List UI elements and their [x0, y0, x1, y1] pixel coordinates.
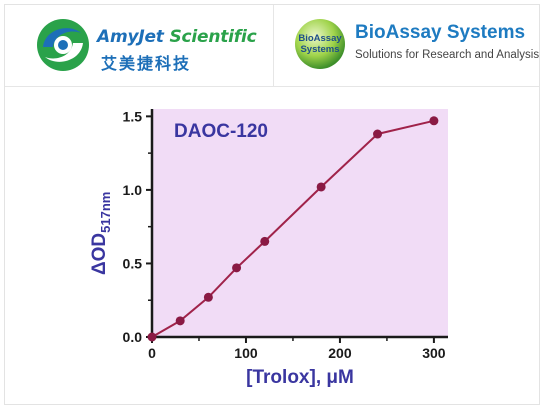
- data-point-4[interactable]: [260, 236, 270, 246]
- chart-area: 0 100 200 300 0.0 0.5 1.0 1.5 DAOC-120 [Trolox], …: [5, 87, 541, 405]
- y-axis-label: ΔOD517nm: [89, 192, 113, 275]
- x-tick-label-100: 100: [234, 345, 258, 361]
- y-tick-label-1: 0.5: [123, 255, 143, 271]
- data-point-6[interactable]: [373, 129, 383, 139]
- chart-annotation: DAOC-120: [174, 121, 268, 142]
- y-tick-label-2: 1.0: [123, 182, 143, 198]
- y-tick-label-3: 1.5: [123, 108, 143, 124]
- badge-line2: Systems: [300, 44, 339, 55]
- data-point-5[interactable]: [316, 182, 326, 192]
- amyjet-swirl-icon: [37, 19, 89, 71]
- bioassay-tagline: Solutions for Research and Analysis: [355, 49, 540, 61]
- plot-background: [152, 109, 448, 337]
- x-axis-label: [Trolox], μM: [246, 367, 354, 388]
- data-point-1[interactable]: [175, 316, 185, 326]
- data-point-0[interactable]: [147, 332, 157, 342]
- x-tick-label-200: 200: [328, 345, 352, 361]
- product-card: AmyJet Scientific 艾美捷科技 BioAssay Systems…: [4, 4, 540, 405]
- y-tick-label-0: 0.0: [123, 329, 143, 345]
- standard-curve-chart: 0 100 200 300 0.0 0.5 1.0 1.5 DAOC-120 [Trolox], …: [89, 108, 448, 388]
- logo-header: AmyJet Scientific 艾美捷科技 BioAssay Systems…: [5, 5, 539, 87]
- amyjet-chinese-name: 艾美捷科技: [101, 54, 192, 73]
- bioassay-sphere-icon: BioAssay Systems: [295, 19, 345, 69]
- data-point-3[interactable]: [232, 263, 242, 273]
- x-tick-label-0: 0: [148, 345, 156, 361]
- x-tick-label-300: 300: [422, 345, 446, 361]
- amyjet-name: AmyJet Scientific: [97, 27, 257, 47]
- amyjet-logo[interactable]: AmyJet Scientific 艾美捷科技: [35, 13, 265, 79]
- bioassay-logo[interactable]: BioAssay Systems BioAssay Systems Soluti…: [293, 13, 539, 79]
- series-line: [151, 119, 435, 338]
- badge-line1: BioAssay: [298, 33, 342, 44]
- data-point-7[interactable]: [429, 116, 439, 126]
- logo-divider: [273, 5, 274, 87]
- bioassay-name: BioAssay Systems: [355, 22, 526, 43]
- data-point-2[interactable]: [203, 292, 213, 302]
